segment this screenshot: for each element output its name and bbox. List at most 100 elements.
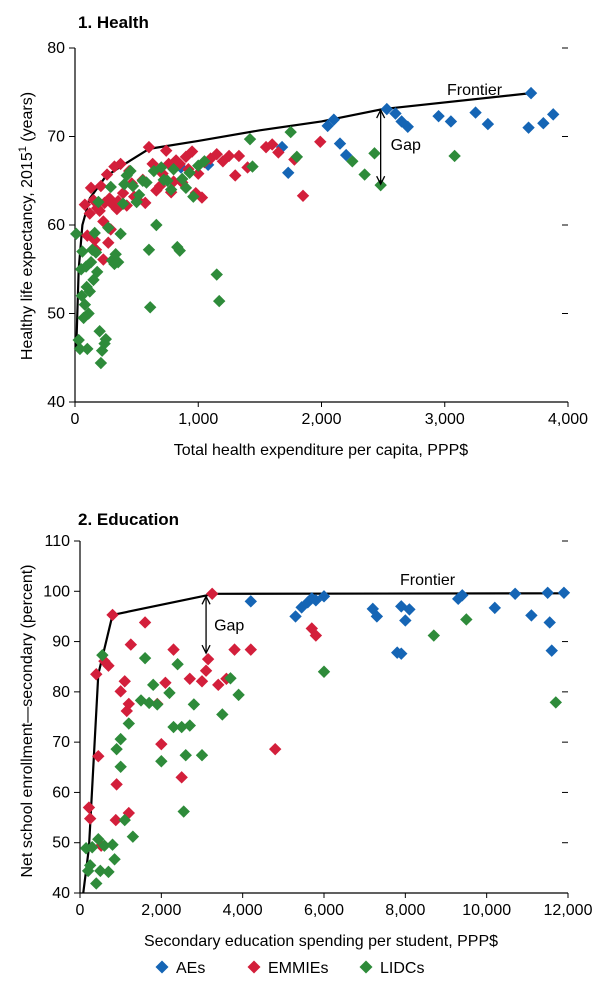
education-point-lidcs bbox=[92, 832, 105, 846]
health-point-lidcs bbox=[102, 221, 115, 234]
health-point-lidcs bbox=[74, 263, 88, 276]
health-y-tick-label: 40 bbox=[47, 394, 65, 411]
health-point-lidcs bbox=[84, 255, 98, 269]
education-y-tick-label: 90 bbox=[52, 634, 70, 651]
health-point-emmies bbox=[160, 144, 173, 157]
education-point-lidcs bbox=[86, 841, 99, 854]
health-y-tick-label: 70 bbox=[47, 129, 65, 146]
education-point-lidcs bbox=[171, 658, 184, 671]
health-panel: 1. Health Healthy life expectancy, 20151… bbox=[17, 13, 588, 459]
health-point-lidcs bbox=[164, 183, 178, 196]
legend-marker-aes bbox=[155, 960, 169, 974]
education-point-emmies bbox=[110, 778, 123, 791]
education-point-aes bbox=[488, 601, 501, 615]
education-point-aes bbox=[557, 586, 571, 599]
health-point-lidcs bbox=[179, 181, 193, 195]
education-point-emmies bbox=[183, 672, 196, 685]
health-point-aes bbox=[469, 106, 482, 119]
health-point-lidcs bbox=[183, 166, 196, 179]
education-point-aes bbox=[399, 614, 412, 627]
education-point-aes bbox=[295, 601, 308, 614]
education-point-emmies bbox=[159, 676, 172, 690]
health-point-lidcs bbox=[81, 342, 94, 356]
education-point-lidcs bbox=[427, 629, 440, 642]
health-x-tick-label: 3,000 bbox=[425, 411, 465, 428]
health-point-emmies bbox=[195, 191, 209, 204]
health-point-emmies bbox=[84, 181, 98, 195]
education-y-tick-label: 70 bbox=[52, 734, 70, 751]
education-point-lidcs bbox=[179, 749, 192, 762]
education-point-lidcs bbox=[163, 686, 176, 700]
education-point-lidcs bbox=[96, 648, 109, 662]
health-point-emmies bbox=[116, 186, 130, 200]
education-point-emmies bbox=[114, 685, 127, 698]
legend-marker-lidcs bbox=[359, 960, 373, 974]
education-point-aes bbox=[395, 600, 408, 613]
health-point-lidcs bbox=[76, 245, 89, 258]
education-point-emmies bbox=[269, 742, 282, 756]
health-point-emmies bbox=[210, 148, 223, 161]
legend-label-emmies: EMMIEs bbox=[268, 960, 328, 977]
education-point-emmies bbox=[305, 622, 318, 635]
education-y-tick-label: 40 bbox=[52, 885, 70, 902]
education-x-tick-label: 8,000 bbox=[385, 902, 425, 919]
education-point-lidcs bbox=[122, 717, 135, 730]
education-point-aes bbox=[525, 609, 538, 622]
health-point-aes bbox=[481, 117, 495, 131]
education-point-emmies bbox=[199, 664, 213, 677]
health-point-lidcs bbox=[155, 161, 168, 174]
health-point-aes bbox=[432, 109, 445, 123]
education-point-lidcs bbox=[224, 672, 237, 685]
health-point-aes bbox=[444, 115, 458, 128]
education-point-emmies bbox=[212, 678, 225, 692]
health-point-lidcs bbox=[358, 168, 371, 181]
health-points bbox=[70, 86, 560, 370]
education-point-emmies bbox=[90, 668, 103, 681]
health-point-lidcs bbox=[132, 188, 146, 202]
education-x-tick-label: 2,000 bbox=[141, 902, 181, 919]
health-point-lidcs bbox=[143, 301, 157, 314]
education-point-lidcs bbox=[232, 688, 245, 702]
health-point-lidcs bbox=[114, 227, 127, 241]
health-point-emmies bbox=[110, 202, 124, 216]
health-point-aes bbox=[524, 86, 538, 100]
legend: AEs EMMIEs LIDCs bbox=[155, 960, 424, 977]
health-point-lidcs bbox=[83, 285, 96, 298]
education-point-lidcs bbox=[134, 694, 148, 707]
education-point-emmies bbox=[155, 737, 168, 751]
health-point-lidcs bbox=[94, 356, 108, 370]
health-point-emmies bbox=[100, 168, 114, 181]
health-point-aes bbox=[282, 166, 295, 179]
education-annotations: Gap Frontier bbox=[201, 572, 456, 655]
legend-marker-emmies bbox=[247, 960, 261, 974]
health-point-lidcs bbox=[124, 164, 137, 178]
health-x-tick-label: 0 bbox=[71, 411, 80, 428]
education-point-aes bbox=[543, 616, 556, 629]
health-axes: 40 50 60 70 80 0 1,000 2,000 3,000 4,000 bbox=[47, 40, 588, 428]
education-point-lidcs bbox=[175, 720, 188, 734]
health-point-lidcs bbox=[448, 149, 461, 163]
health-point-emmies bbox=[222, 149, 236, 163]
health-point-lidcs bbox=[104, 180, 117, 194]
education-y-tick-label: 80 bbox=[52, 684, 70, 701]
health-point-emmies bbox=[102, 236, 115, 249]
health-point-lidcs bbox=[187, 190, 200, 203]
health-point-lidcs bbox=[126, 179, 140, 193]
education-frontier-label: Frontier bbox=[400, 572, 456, 589]
education-point-lidcs bbox=[147, 678, 160, 692]
health-point-lidcs bbox=[246, 160, 259, 173]
education-point-emmies bbox=[82, 801, 96, 814]
education-point-emmies bbox=[138, 616, 152, 629]
health-point-emmies bbox=[272, 146, 285, 159]
education-gap-arrowhead-top bbox=[201, 594, 211, 605]
health-point-lidcs bbox=[290, 150, 304, 164]
education-y-axis-label: Net school enrollment—secondary (percent… bbox=[19, 564, 36, 877]
health-point-emmies bbox=[108, 160, 121, 173]
health-point-emmies bbox=[93, 204, 106, 218]
education-point-lidcs bbox=[167, 720, 180, 734]
education-point-aes bbox=[317, 590, 331, 603]
education-point-emmies bbox=[122, 697, 135, 711]
education-point-emmies bbox=[106, 608, 119, 622]
legend-label-lidcs: LIDCs bbox=[380, 960, 424, 977]
health-point-lidcs bbox=[88, 226, 101, 240]
